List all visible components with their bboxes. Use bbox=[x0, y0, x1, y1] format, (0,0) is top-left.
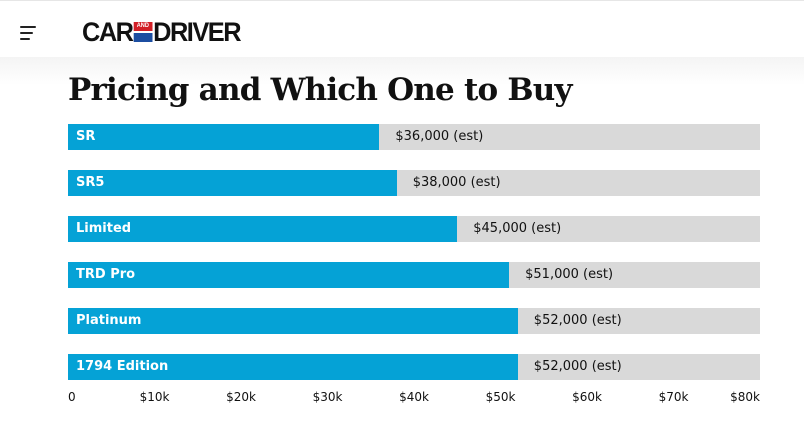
bar-value-label: $38,000 (est) bbox=[412, 175, 501, 190]
section-title: Pricing and Which One to Buy bbox=[68, 72, 573, 108]
bar-platinum: Platinum bbox=[68, 308, 518, 334]
bar-sr5: SR5 bbox=[68, 170, 397, 196]
x-axis-tick-label: $60k bbox=[572, 390, 602, 404]
menu-line bbox=[20, 32, 33, 34]
bar-category-label: Limited bbox=[76, 221, 132, 236]
menu-line bbox=[20, 26, 36, 28]
bar-value-label: $51,000 (est) bbox=[525, 267, 614, 282]
bar-category-label: SR bbox=[76, 129, 96, 144]
bar-value-label: $36,000 (est) bbox=[395, 129, 484, 144]
x-axis-tick-label: $40k bbox=[399, 390, 429, 404]
bar-limited: Limited bbox=[68, 216, 458, 242]
hamburger-menu-icon[interactable] bbox=[20, 26, 38, 40]
bar-sr: SR bbox=[68, 124, 380, 150]
x-axis-tick-label: $20k bbox=[226, 390, 256, 404]
bar-track-sr5: SR5 $38,000 (est) bbox=[68, 170, 760, 196]
bar-category-label: SR5 bbox=[76, 175, 105, 190]
logo-text-left: CAR bbox=[82, 16, 134, 47]
x-axis-tick-label: $10k bbox=[139, 390, 170, 404]
site-header: CAR AND DRIVER bbox=[0, 1, 804, 57]
car-and-driver-logo[interactable]: CAR AND DRIVER bbox=[82, 16, 242, 47]
header-shadow bbox=[0, 57, 804, 85]
bar-trd-pro: TRD Pro bbox=[68, 262, 510, 288]
bar-value-label: $45,000 (est) bbox=[473, 221, 562, 236]
x-axis-tick-label: $50k bbox=[485, 390, 516, 404]
pricing-bar-chart: SR $36,000 (est) SR5 $38,000 (est) Limited $4… bbox=[68, 124, 760, 414]
bar-track-limited: Limited $45,000 (est) bbox=[68, 216, 760, 242]
bar-track-1794-edition: 1794 Edition $52,000 (est) bbox=[68, 354, 760, 380]
bar-category-label: Platinum bbox=[76, 313, 142, 328]
bar-track-sr: SR $36,000 (est) bbox=[68, 124, 760, 150]
logo-text-middle: AND bbox=[133, 22, 153, 31]
x-axis-tick-label: $30k bbox=[312, 390, 343, 404]
logo-badge-stripe bbox=[133, 33, 153, 42]
x-axis-tick-label: 0 bbox=[68, 390, 76, 404]
bar-track-trd-pro: TRD Pro $51,000 (est) bbox=[68, 262, 760, 288]
x-axis-tick-label: $70k bbox=[658, 390, 689, 404]
top-border bbox=[0, 0, 804, 1]
bar-track-platinum: Platinum $52,000 (est) bbox=[68, 308, 760, 334]
bar-category-label: TRD Pro bbox=[76, 267, 136, 282]
logo-text-right: DRIVER bbox=[153, 16, 241, 47]
logo-badge: AND bbox=[133, 21, 153, 43]
x-axis-tick-label: $80k bbox=[730, 390, 760, 404]
bar-1794-edition: 1794 Edition bbox=[68, 354, 518, 380]
bar-category-label: 1794 Edition bbox=[76, 359, 169, 374]
bar-value-label: $52,000 (est) bbox=[533, 313, 622, 328]
menu-line bbox=[20, 38, 30, 40]
bar-value-label: $52,000 (est) bbox=[533, 359, 622, 374]
